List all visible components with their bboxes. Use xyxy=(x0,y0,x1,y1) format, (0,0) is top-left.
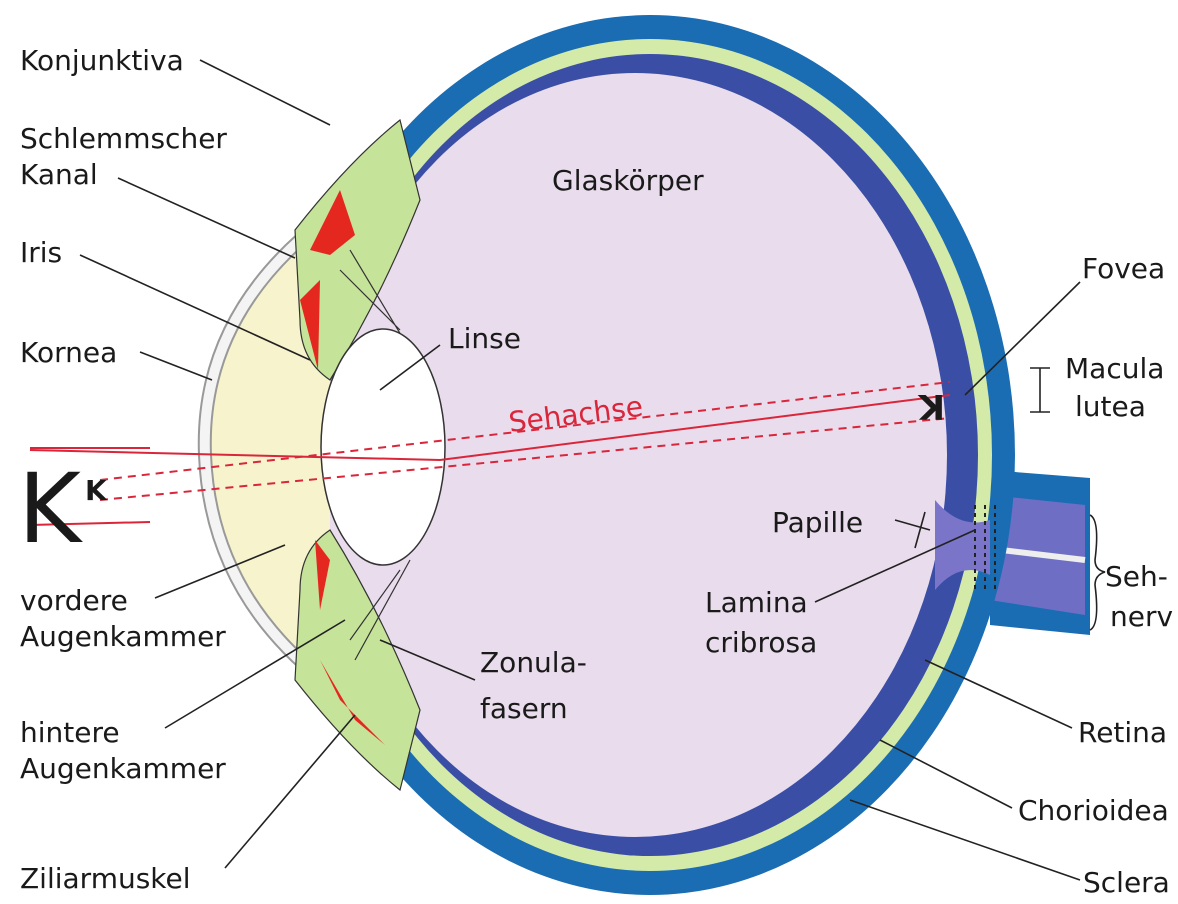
label: Sclera xyxy=(1083,866,1170,899)
label: Iris xyxy=(20,236,62,269)
label: Fovea xyxy=(1082,252,1165,285)
label: Ziliarmuskel xyxy=(20,862,191,895)
label: Linse xyxy=(448,322,521,355)
object-letter: K xyxy=(18,453,83,565)
label: Chorioidea xyxy=(1018,794,1169,827)
label: Konjunktiva xyxy=(20,44,184,77)
label: Kornea xyxy=(20,336,117,369)
label: Retina xyxy=(1078,716,1167,749)
label: Papille xyxy=(772,506,863,539)
object-letter-small: K xyxy=(85,474,108,507)
eye-diagram: K K K Konjunktiva SchlemmscherKanal Iris… xyxy=(0,0,1178,904)
label: Seh-nerv xyxy=(1105,560,1173,633)
retina-image-letter: K xyxy=(917,386,945,426)
label: Glaskörper xyxy=(552,164,704,197)
